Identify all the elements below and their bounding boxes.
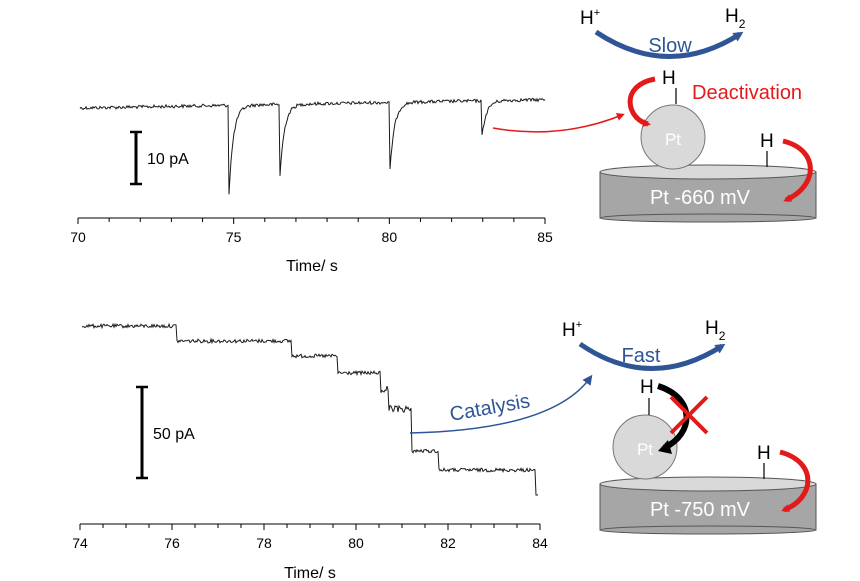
bottom-x-tick-label: 76 <box>164 535 180 551</box>
bottom-pt-particle <box>612 414 678 480</box>
bottom-x-tick-label: 84 <box>532 535 548 551</box>
bottom-blocked-arrow-head <box>658 440 672 454</box>
bottom-x-tick-label: 74 <box>72 535 88 551</box>
bottom-electrode-red-arrow <box>779 449 811 513</box>
bottom-x-axis-label: Time/ s <box>284 565 336 581</box>
bottom-x-tick-label: 78 <box>256 535 272 551</box>
top-scale-label: 10 pA <box>147 151 189 168</box>
top-x-tick-label: 80 <box>382 229 398 245</box>
bottom-electrode-h: H <box>757 443 771 464</box>
top-electrode <box>599 164 817 223</box>
top-current-trace-panel: 10 pA 70 75 80 85 Time/ s <box>70 97 553 275</box>
bottom-rate-label: Fast <box>622 345 661 367</box>
blocked-cross-icon <box>669 395 709 435</box>
bottom-electrode <box>599 476 817 535</box>
top-catalysis-connector <box>492 113 625 133</box>
top-scale-bar <box>130 130 142 186</box>
top-electrode-h: H <box>760 131 774 152</box>
bottom-current-trace <box>81 322 538 496</box>
top-adsorbed-h: H <box>662 68 676 89</box>
bottom-scale-label: 50 pA <box>153 426 195 443</box>
top-slow-arrow <box>594 29 744 59</box>
bottom-x-tick-label: 82 <box>440 535 456 551</box>
bottom-scale-bar <box>136 385 148 480</box>
bottom-electrode-label: Pt -750 mV <box>650 499 751 521</box>
top-reactant: H+ <box>580 7 600 29</box>
bottom-product: H2 <box>705 318 726 343</box>
bottom-particle-label: Pt <box>637 440 653 459</box>
bottom-current-trace-panel: 50 pA 74 76 78 80 82 84 Time/ s <box>72 322 548 581</box>
top-current-trace <box>79 97 546 195</box>
top-x-tick-label: 70 <box>70 229 86 245</box>
top-x-tick-label: 85 <box>537 229 553 245</box>
top-x-axis-label: Time/ s <box>286 258 338 275</box>
bottom-reactant: H+ <box>562 319 582 341</box>
top-electrode-label: Pt -660 mV <box>650 187 751 209</box>
top-particle-label: Pt <box>665 130 681 149</box>
top-rate-label: Slow <box>648 35 692 57</box>
top-deactivation-arrow <box>627 76 656 127</box>
bottom-process-label: Catalysis <box>448 390 532 426</box>
bottom-fast-arrow <box>578 341 726 371</box>
top-electrode-red-arrow <box>782 138 813 203</box>
top-product: H2 <box>725 6 746 31</box>
bottom-scheme: H+ H2 Fast Catalysis Pt -750 mV Pt H H <box>409 318 817 535</box>
top-process-label: Deactivation <box>692 82 802 104</box>
bottom-x-tick-label: 80 <box>348 535 364 551</box>
bottom-adsorbed-h: H <box>640 377 654 398</box>
top-pt-particle <box>640 104 706 170</box>
top-scheme: H+ H2 Slow Pt -660 mV Pt H Deactivation … <box>492 6 817 223</box>
top-x-axis: 70 75 80 85 <box>70 217 553 245</box>
bottom-catalysis-arrow <box>409 374 593 434</box>
top-x-tick-label: 75 <box>226 229 242 245</box>
bottom-x-axis: 74 76 78 80 82 84 <box>72 523 548 551</box>
